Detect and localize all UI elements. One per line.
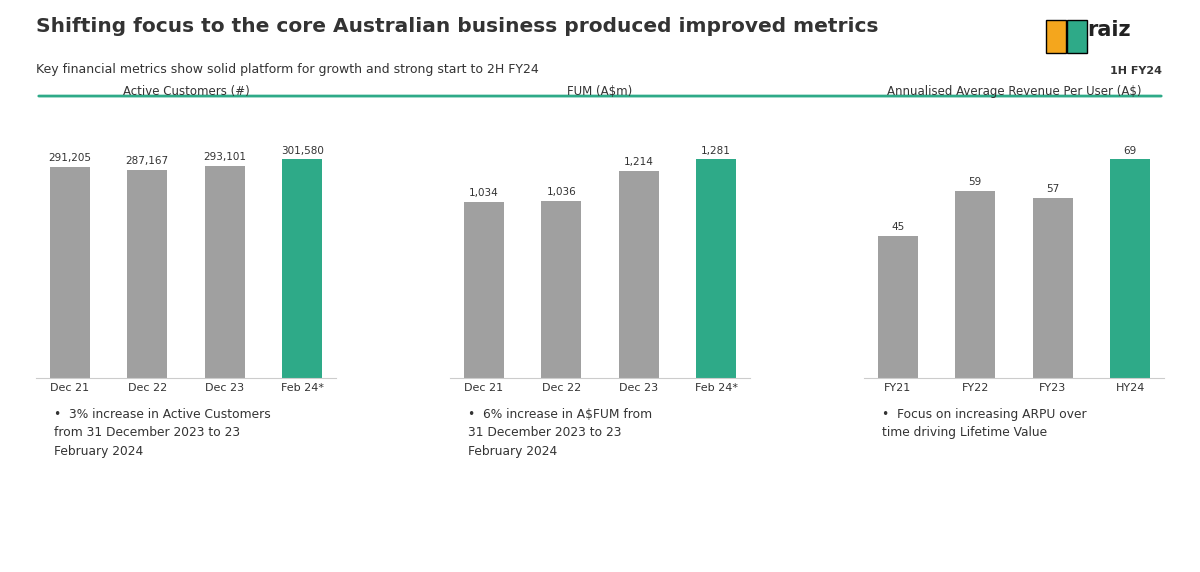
Text: Shifting focus to the core Australian business produced improved metrics: Shifting focus to the core Australian bu… [36, 17, 878, 36]
Text: 291,205: 291,205 [48, 153, 91, 163]
Title: Annualised Average Revenue Per User (A$): Annualised Average Revenue Per User (A$) [887, 85, 1141, 98]
Text: 1H FY24: 1H FY24 [1110, 66, 1162, 76]
FancyBboxPatch shape [1045, 19, 1066, 53]
Text: 293,101: 293,101 [203, 152, 246, 162]
Text: 1,036: 1,036 [546, 188, 576, 197]
Text: 59: 59 [968, 177, 982, 187]
Text: 1,214: 1,214 [624, 157, 654, 167]
Text: 1,034: 1,034 [469, 188, 499, 198]
Bar [463, 202, 504, 378]
Bar [127, 170, 168, 378]
Bar [282, 160, 323, 378]
Title: FUM (A$m): FUM (A$m) [568, 85, 632, 98]
Bar [877, 236, 918, 378]
Text: 301,580: 301,580 [281, 145, 324, 156]
Bar [204, 166, 245, 378]
Bar [618, 171, 659, 378]
Title: Active Customers (#): Active Customers (#) [122, 85, 250, 98]
Text: 1,281: 1,281 [701, 145, 731, 156]
Text: 287,167: 287,167 [126, 156, 169, 166]
Text: •  3% increase in Active Customers
from 31 December 2023 to 23
February 2024: • 3% increase in Active Customers from 3… [54, 408, 271, 458]
Bar [696, 160, 737, 378]
Text: 45: 45 [892, 221, 905, 232]
Text: •  6% increase in A$FUM from
31 December 2023 to 23
February 2024: • 6% increase in A$FUM from 31 December … [468, 408, 652, 458]
Bar [1032, 197, 1073, 378]
Bar [49, 167, 90, 378]
Text: Key financial metrics show solid platform for growth and strong start to 2H FY24: Key financial metrics show solid platfor… [36, 63, 539, 76]
Text: raiz: raiz [1087, 19, 1130, 39]
Text: Australia: Australia [58, 214, 71, 269]
Text: 69: 69 [1123, 145, 1136, 156]
Text: •  Focus on increasing ARPU over
time driving Lifetime Value: • Focus on increasing ARPU over time dri… [882, 408, 1087, 439]
Bar [541, 201, 582, 378]
FancyBboxPatch shape [1067, 19, 1087, 53]
Bar [1110, 160, 1151, 378]
Text: 57: 57 [1046, 184, 1060, 193]
Bar [955, 191, 996, 378]
